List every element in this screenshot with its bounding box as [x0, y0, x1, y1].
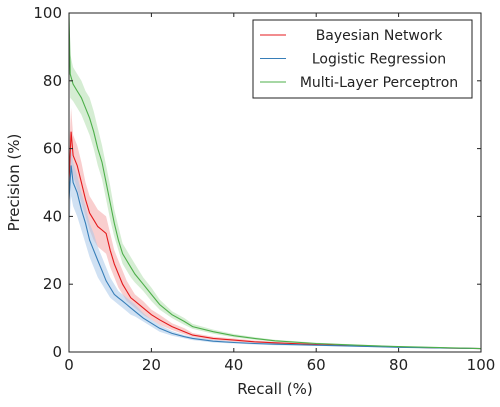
- legend-label-multi-layer-perceptron: Multi-Layer Perceptron: [300, 75, 458, 91]
- y-tick-label: 0: [52, 343, 62, 361]
- y-tick-label: 20: [43, 275, 62, 293]
- line-logistic-regression: [69, 165, 481, 350]
- line-bayesian-network: [69, 131, 481, 350]
- x-tick-label: 40: [224, 356, 243, 374]
- x-axis-ticks: 0 20 40 60 80 100: [64, 13, 495, 374]
- x-tick-label: 20: [142, 356, 161, 374]
- y-tick-label: 40: [43, 207, 62, 225]
- plot-frame: [68, 12, 482, 353]
- band-logistic-regression: [69, 148, 481, 349]
- legend: Bayesian Network Logistic Regression Multi…: [252, 19, 473, 99]
- y-tick-label: 80: [43, 72, 62, 90]
- x-tick-label: 60: [307, 356, 326, 374]
- x-tick-label: 0: [64, 356, 74, 374]
- x-axis-label: Recall (%): [237, 380, 312, 398]
- legend-box: [252, 19, 473, 99]
- y-tick-label: 60: [43, 140, 62, 158]
- x-tick-label: 100: [467, 356, 496, 374]
- y-tick-label: 100: [33, 4, 62, 22]
- series-lines: [69, 13, 481, 350]
- legend-label-logistic-regression: Logistic Regression: [312, 52, 446, 68]
- x-tick-label: 80: [389, 356, 408, 374]
- y-axis-label: Precision (%): [5, 134, 23, 232]
- legend-label-bayesian-network: Bayesian Network: [316, 28, 444, 44]
- line-multi-layer-perceptron: [69, 13, 481, 350]
- y-axis-ticks: 0 20 40 60 80 100: [33, 4, 481, 361]
